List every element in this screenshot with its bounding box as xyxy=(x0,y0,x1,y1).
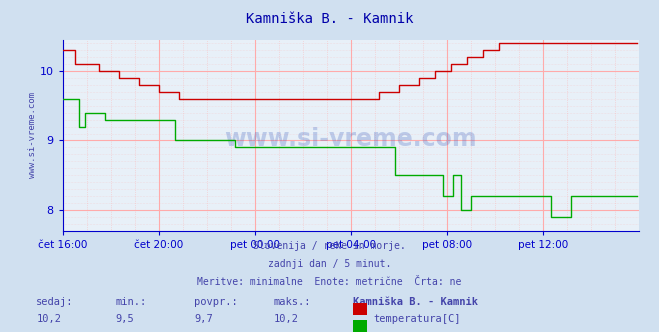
Text: Meritve: minimalne  Enote: metrične  Črta: ne: Meritve: minimalne Enote: metrične Črta:… xyxy=(197,277,462,287)
Text: Kamniška B. - Kamnik: Kamniška B. - Kamnik xyxy=(246,12,413,26)
Text: 10,2: 10,2 xyxy=(273,314,299,324)
Text: maks.:: maks.: xyxy=(273,297,311,307)
Text: min.:: min.: xyxy=(115,297,146,307)
Text: 9,5: 9,5 xyxy=(115,314,134,324)
Text: temperatura[C]: temperatura[C] xyxy=(374,314,461,324)
Text: Kamniška B. - Kamnik: Kamniška B. - Kamnik xyxy=(353,297,478,307)
Y-axis label: www.si-vreme.com: www.si-vreme.com xyxy=(28,92,37,178)
Text: www.si-vreme.com: www.si-vreme.com xyxy=(225,127,477,151)
Text: 10,2: 10,2 xyxy=(36,314,61,324)
Text: zadnji dan / 5 minut.: zadnji dan / 5 minut. xyxy=(268,259,391,269)
Text: povpr.:: povpr.: xyxy=(194,297,238,307)
Text: Slovenija / reke in morje.: Slovenija / reke in morje. xyxy=(253,241,406,251)
Text: sedaj:: sedaj: xyxy=(36,297,74,307)
Text: 9,7: 9,7 xyxy=(194,314,213,324)
